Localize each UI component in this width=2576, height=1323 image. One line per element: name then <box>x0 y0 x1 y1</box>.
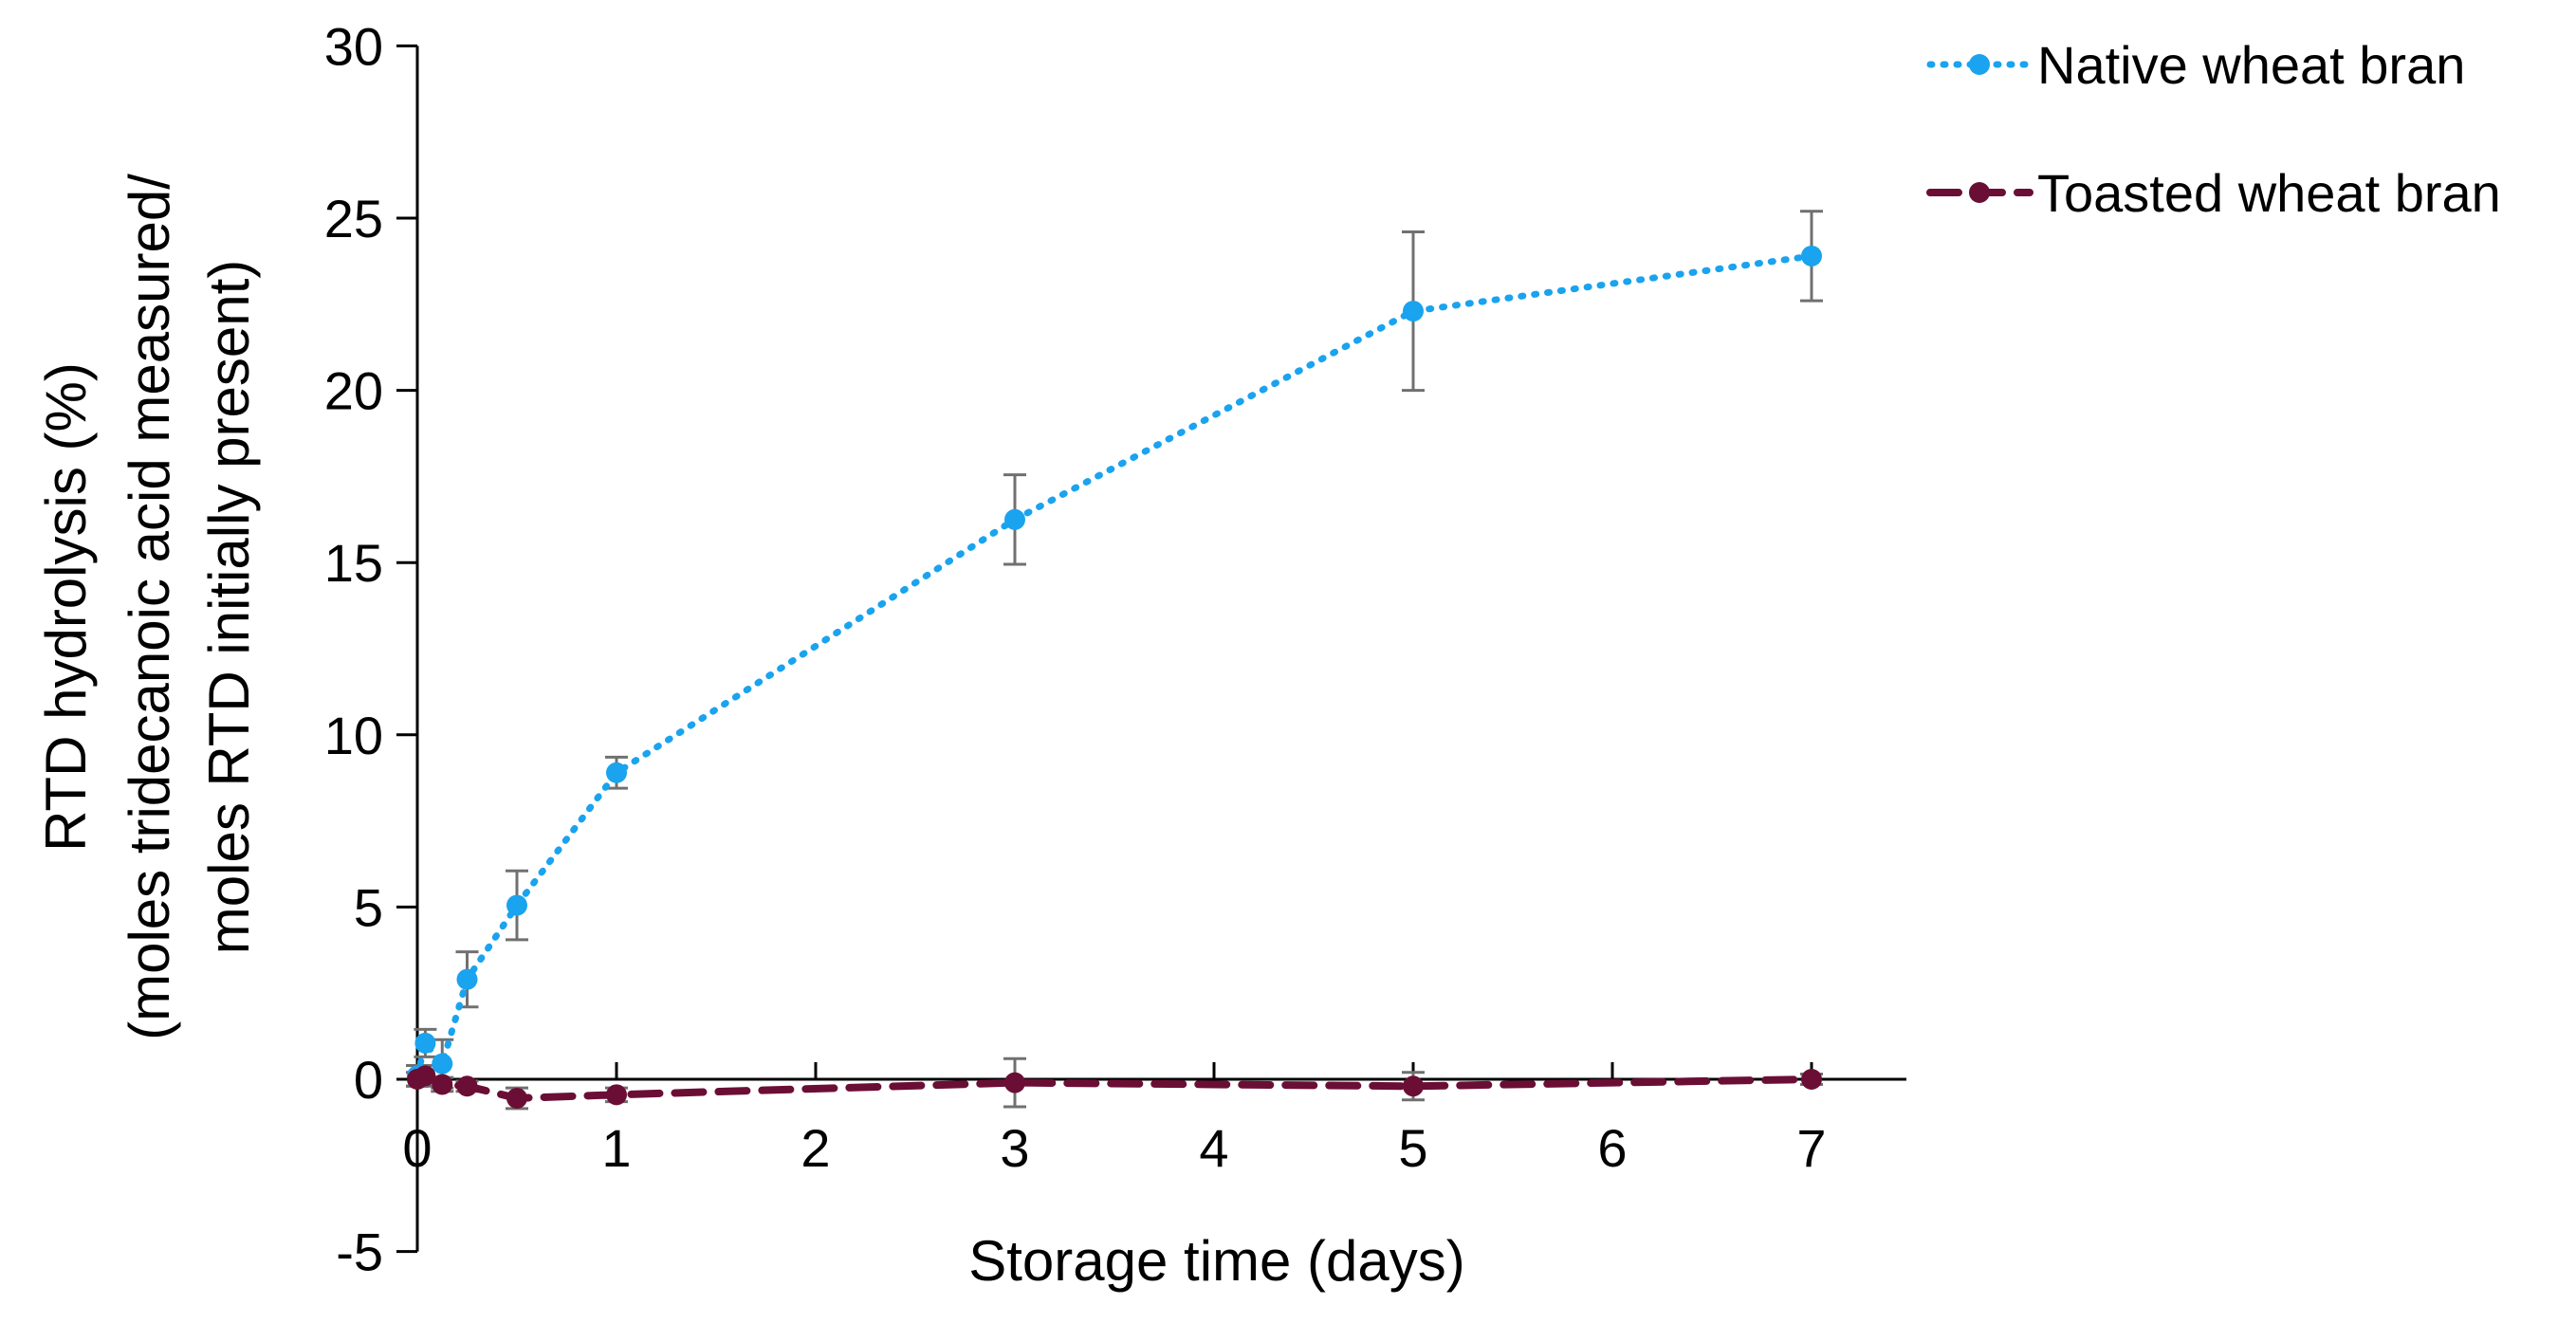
x-tick-label: 6 <box>1597 1118 1627 1178</box>
data-point-toasted <box>1403 1075 1424 1097</box>
y-tick-label: -5 <box>336 1222 383 1282</box>
data-point-toasted <box>456 1075 478 1097</box>
legend-item-toasted: Toasted wheat bran <box>1926 163 2501 223</box>
x-tick-label: 2 <box>800 1118 830 1178</box>
y-tick-label: 0 <box>354 1050 383 1110</box>
y-tick-label: 25 <box>324 189 383 248</box>
y-tick-label: 15 <box>324 533 383 593</box>
data-point-toasted <box>1004 1072 1025 1093</box>
y-axis-title-line: (moles tridecanoic acid measured/ <box>118 174 181 1040</box>
data-point-native <box>606 762 627 783</box>
legend-item-native: Native wheat bran <box>1926 35 2465 95</box>
data-point-native <box>1801 245 1822 266</box>
y-tick-label: 10 <box>324 706 383 765</box>
y-axis-title-line: moles RTD initially present) <box>197 260 261 954</box>
x-tick-label: 5 <box>1398 1118 1427 1178</box>
axes-layer <box>396 44 1906 1254</box>
series-layer <box>407 245 1822 1109</box>
data-point-native <box>506 894 527 916</box>
y-tick-label: 5 <box>354 877 383 937</box>
data-point-native <box>432 1053 453 1075</box>
x-tick-label: 0 <box>402 1118 432 1178</box>
x-tick-label: 4 <box>1199 1118 1228 1178</box>
data-point-native <box>456 968 478 990</box>
data-point-native <box>1004 508 1025 530</box>
legend-swatch-marker <box>1969 182 1990 203</box>
data-point-toasted <box>606 1084 627 1106</box>
y-tick-label: 30 <box>324 16 383 76</box>
error-bar-layer <box>406 210 1823 1111</box>
legend-label: Toasted wheat bran <box>2037 163 2501 223</box>
x-tick-label: 3 <box>1000 1118 1029 1178</box>
data-point-toasted <box>414 1065 436 1087</box>
axis-labels-layer: -5 0 5 10 15 20 25 30 0 1 2 3 4 5 6 7 Storage time (days… <box>34 16 1827 1293</box>
data-point-toasted <box>432 1074 453 1095</box>
data-point-toasted <box>506 1087 527 1109</box>
data-point-native <box>414 1032 436 1054</box>
legend-label: Native wheat bran <box>2037 35 2465 95</box>
x-tick-label: 7 <box>1796 1118 1826 1178</box>
series-line-native <box>414 252 1815 1079</box>
legend-swatch-marker <box>1969 54 1990 75</box>
x-axis-title: Storage time (days) <box>968 1229 1465 1293</box>
data-point-native <box>1403 301 1424 322</box>
y-axis-title-line: RTD hydrolysis (%) <box>34 362 98 852</box>
data-point-toasted <box>1801 1069 1822 1090</box>
x-tick-label: 1 <box>601 1118 631 1178</box>
y-tick-label: 20 <box>324 361 383 421</box>
legend: Native wheat bran Toasted wheat bran <box>1926 35 2501 223</box>
